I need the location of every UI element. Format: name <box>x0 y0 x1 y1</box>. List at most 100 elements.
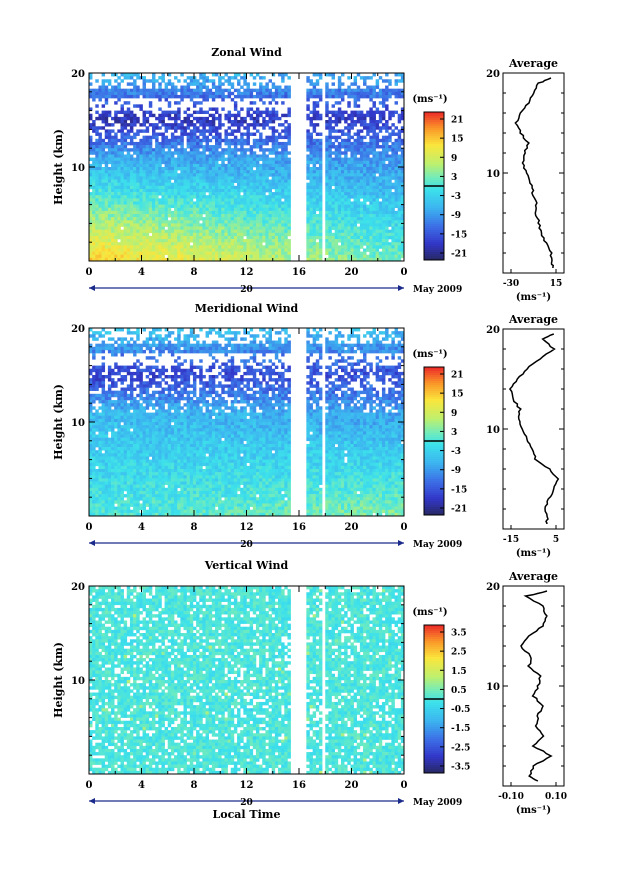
heatmap-cell <box>372 73 376 77</box>
heatmap-cell <box>133 157 137 162</box>
heatmap-cell <box>359 239 364 243</box>
heatmap-cell <box>385 204 389 209</box>
heatmap-cell <box>92 120 96 124</box>
heatmap-cell <box>397 242 402 246</box>
heatmap-cell <box>341 192 345 196</box>
heatmap-cell <box>92 91 96 96</box>
colorbar-segment <box>424 136 444 139</box>
heatmap-cell <box>104 145 109 149</box>
heatmap-cell <box>218 207 222 212</box>
heatmap-cell <box>255 201 260 205</box>
heatmap-cell <box>126 185 131 190</box>
heatmap-cell <box>95 346 99 351</box>
heatmap-cell <box>221 245 225 249</box>
heatmap-cell <box>117 192 121 196</box>
heatmap-cell <box>237 207 241 212</box>
heatmap-cell <box>278 163 282 168</box>
heatmap-cell <box>372 173 376 177</box>
heatmap-cell <box>271 182 276 187</box>
heatmap-cell <box>161 198 165 202</box>
heatmap-cell <box>158 229 162 234</box>
heatmap-cell <box>170 94 175 99</box>
colorbar-label: 9 <box>451 154 457 164</box>
heatmap-cell <box>306 223 310 227</box>
heatmap-cell <box>381 245 386 249</box>
heatmap-cell <box>287 76 291 80</box>
heatmap-cell <box>114 182 118 187</box>
heatmap-cell <box>287 132 291 136</box>
heatmap-cell <box>158 145 162 149</box>
heatmap-cell <box>161 207 165 212</box>
heatmap-cell <box>325 214 329 218</box>
heatmap-cell <box>183 154 187 158</box>
heatmap-cell <box>237 173 241 177</box>
heatmap-cell <box>255 257 260 262</box>
heatmap-cell <box>89 428 93 432</box>
heatmap-cell <box>400 201 405 205</box>
heatmap-cell <box>211 120 216 124</box>
heatmap-cell <box>92 123 96 127</box>
heatmap-cell <box>309 210 313 215</box>
heatmap-cell <box>161 110 165 115</box>
heatmap-cell <box>136 235 140 240</box>
heatmap-cell <box>170 88 175 93</box>
heatmap-cell <box>224 232 228 237</box>
heatmap-cell <box>208 245 213 249</box>
heatmap-cell <box>92 185 96 190</box>
heatmap-cell <box>284 226 288 230</box>
heatmap-cell <box>312 245 317 249</box>
heatmap-cell <box>114 210 118 215</box>
heatmap-cell <box>215 257 219 262</box>
heatmap-cell <box>180 173 184 177</box>
heatmap-cell <box>341 179 345 183</box>
heatmap-cell <box>174 226 178 230</box>
heatmap-cell <box>120 245 124 249</box>
heatmap-cell <box>142 254 146 259</box>
heatmap-cell <box>155 94 159 99</box>
heatmap-cell <box>218 79 222 83</box>
heatmap-cell <box>353 235 358 240</box>
heatmap-cell <box>363 185 367 190</box>
heatmap-cell <box>366 163 370 168</box>
heatmap-cell <box>192 129 197 133</box>
heatmap-cell <box>208 229 213 234</box>
heatmap-cell <box>167 179 172 183</box>
heatmap-cell <box>89 346 93 351</box>
heatmap-cell <box>262 220 266 224</box>
heatmap-cell <box>281 148 285 152</box>
heatmap-cell <box>224 248 228 252</box>
heatmap-cell <box>344 257 348 262</box>
heatmap-cell <box>183 185 187 190</box>
heatmap-cell <box>227 82 232 86</box>
heatmap-cell <box>347 217 351 221</box>
heatmap-cell <box>334 129 339 133</box>
heatmap-cell <box>306 245 310 249</box>
heatmap-cell <box>372 248 376 252</box>
heatmap-cell <box>126 232 131 237</box>
heatmap-cell <box>92 223 96 227</box>
heatmap-cell <box>167 160 172 165</box>
heatmap-cell <box>95 371 99 376</box>
heatmap-cell <box>318 157 323 162</box>
heatmap-cell <box>306 210 310 215</box>
heatmap-cell <box>95 220 99 224</box>
heatmap-cell <box>129 257 134 262</box>
heatmap-cell <box>95 129 99 133</box>
heatmap-cell <box>400 179 405 183</box>
heatmap-cell <box>186 248 191 252</box>
heatmap-cell <box>189 94 194 99</box>
heatmap-cell <box>315 113 320 118</box>
heatmap-cell <box>192 176 197 180</box>
heatmap-cell <box>152 129 156 133</box>
heatmap-cell <box>309 232 313 237</box>
heatmap-cell <box>129 254 134 259</box>
heatmap-cell <box>240 135 244 140</box>
heatmap-cell <box>139 154 143 158</box>
heatmap-cell <box>243 210 247 215</box>
heatmap-cell <box>246 198 250 202</box>
heatmap-cell <box>145 148 150 152</box>
heatmap-cell <box>375 217 380 221</box>
heatmap-cell <box>196 226 200 230</box>
heatmap-cell <box>274 154 279 158</box>
heatmap-cell <box>243 245 247 249</box>
